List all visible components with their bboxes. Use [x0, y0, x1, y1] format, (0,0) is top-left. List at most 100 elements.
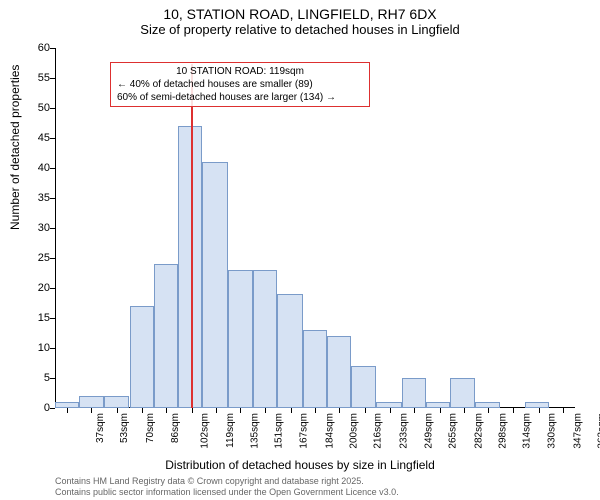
histogram-bar [376, 402, 402, 408]
title-line2: Size of property relative to detached ho… [0, 22, 600, 37]
y-tick-label: 0 [20, 402, 50, 414]
x-tick-mark [240, 408, 241, 413]
x-tick-label: 53sqm [120, 413, 131, 443]
footer-line2: Contains public sector information licen… [55, 487, 399, 498]
y-tick-label: 20 [20, 282, 50, 294]
y-tick-label: 40 [20, 162, 50, 174]
y-axis-label: Number of detached properties [8, 65, 22, 230]
x-tick-mark [166, 408, 167, 413]
y-tick-mark [50, 408, 55, 409]
histogram-bar [450, 378, 474, 408]
x-tick-mark [414, 408, 415, 413]
x-tick-label: 249sqm [423, 413, 434, 449]
footer-attribution: Contains HM Land Registry data © Crown c… [55, 476, 399, 499]
x-tick-mark [192, 408, 193, 413]
histogram-bar [426, 402, 450, 408]
x-tick-label: 233sqm [399, 413, 410, 449]
x-tick-label: 37sqm [95, 413, 106, 443]
x-tick-mark [91, 408, 92, 413]
x-tick-label: 330sqm [546, 413, 557, 449]
x-tick-label: 216sqm [373, 413, 384, 449]
x-tick-label: 265sqm [447, 413, 458, 449]
y-tick-mark [50, 78, 55, 79]
x-tick-label: 200sqm [349, 413, 360, 449]
y-tick-mark [50, 48, 55, 49]
y-tick-label: 35 [20, 192, 50, 204]
x-tick-label: 363sqm [596, 413, 600, 449]
histogram-bar [154, 264, 178, 408]
x-tick-mark [315, 408, 316, 413]
footer-line1: Contains HM Land Registry data © Crown c… [55, 476, 399, 487]
y-tick-mark [50, 378, 55, 379]
chart-area: 37sqm53sqm70sqm86sqm102sqm119sqm135sqm15… [55, 48, 575, 408]
x-tick-mark [513, 408, 514, 413]
y-tick-mark [50, 258, 55, 259]
x-tick-mark [390, 408, 391, 413]
x-tick-label: 119sqm [225, 413, 236, 448]
y-tick-label: 10 [20, 342, 50, 354]
x-tick-label: 86sqm [170, 413, 181, 443]
title-line1: 10, STATION ROAD, LINGFIELD, RH7 6DX [0, 6, 600, 22]
histogram-bar [525, 402, 549, 408]
histogram-bar [55, 402, 79, 408]
y-tick-mark [50, 138, 55, 139]
x-tick-label: 184sqm [324, 413, 335, 449]
y-tick-label: 45 [20, 132, 50, 144]
histogram-bar [202, 162, 228, 408]
x-tick-mark [216, 408, 217, 413]
y-tick-mark [50, 228, 55, 229]
y-tick-label: 50 [20, 102, 50, 114]
x-tick-label: 151sqm [274, 413, 285, 449]
y-tick-label: 30 [20, 222, 50, 234]
x-tick-label: 167sqm [298, 413, 309, 449]
x-tick-mark [440, 408, 441, 413]
marker-line [191, 64, 193, 408]
x-tick-mark [563, 408, 564, 413]
histogram-bar [130, 306, 154, 408]
x-tick-label: 102sqm [200, 413, 211, 449]
y-tick-label: 60 [20, 42, 50, 54]
x-tick-label: 298sqm [498, 413, 509, 449]
histogram-bar [79, 396, 103, 408]
x-tick-mark [339, 408, 340, 413]
histogram-bar [104, 396, 130, 408]
chart-title-block: 10, STATION ROAD, LINGFIELD, RH7 6DX Siz… [0, 0, 600, 37]
x-tick-label: 70sqm [145, 413, 156, 443]
y-axis-line [55, 48, 56, 408]
x-tick-mark [142, 408, 143, 413]
histogram-bar [303, 330, 327, 408]
x-tick-mark [488, 408, 489, 413]
x-tick-label: 314sqm [522, 413, 533, 449]
histogram-bar [228, 270, 252, 408]
x-tick-label: 347sqm [572, 413, 583, 449]
x-tick-label: 282sqm [473, 413, 484, 449]
y-tick-mark [50, 288, 55, 289]
y-tick-mark [50, 108, 55, 109]
y-tick-mark [50, 168, 55, 169]
callout-headline: 10 STATION ROAD: 119sqm [117, 65, 363, 78]
y-tick-label: 55 [20, 72, 50, 84]
x-tick-mark [67, 408, 68, 413]
x-tick-mark [365, 408, 366, 413]
x-tick-mark [265, 408, 266, 413]
x-tick-label: 135sqm [250, 413, 261, 449]
callout-line-right: 60% of semi-detached houses are larger (… [117, 91, 363, 104]
histogram-bar [253, 270, 277, 408]
plot-area: 37sqm53sqm70sqm86sqm102sqm119sqm135sqm15… [55, 48, 575, 408]
y-tick-label: 5 [20, 372, 50, 384]
histogram-bar [475, 402, 501, 408]
histogram-bar [351, 366, 375, 408]
y-tick-mark [50, 348, 55, 349]
y-tick-label: 15 [20, 312, 50, 324]
x-tick-mark [117, 408, 118, 413]
histogram-bar [327, 336, 351, 408]
x-tick-mark [539, 408, 540, 413]
y-tick-label: 25 [20, 252, 50, 264]
y-tick-mark [50, 198, 55, 199]
callout-line-left: ← 40% of detached houses are smaller (89… [117, 78, 363, 91]
x-tick-mark [464, 408, 465, 413]
x-axis-label: Distribution of detached houses by size … [0, 458, 600, 472]
y-tick-mark [50, 318, 55, 319]
histogram-bar [277, 294, 303, 408]
callout-box: 10 STATION ROAD: 119sqm← 40% of detached… [110, 62, 370, 107]
